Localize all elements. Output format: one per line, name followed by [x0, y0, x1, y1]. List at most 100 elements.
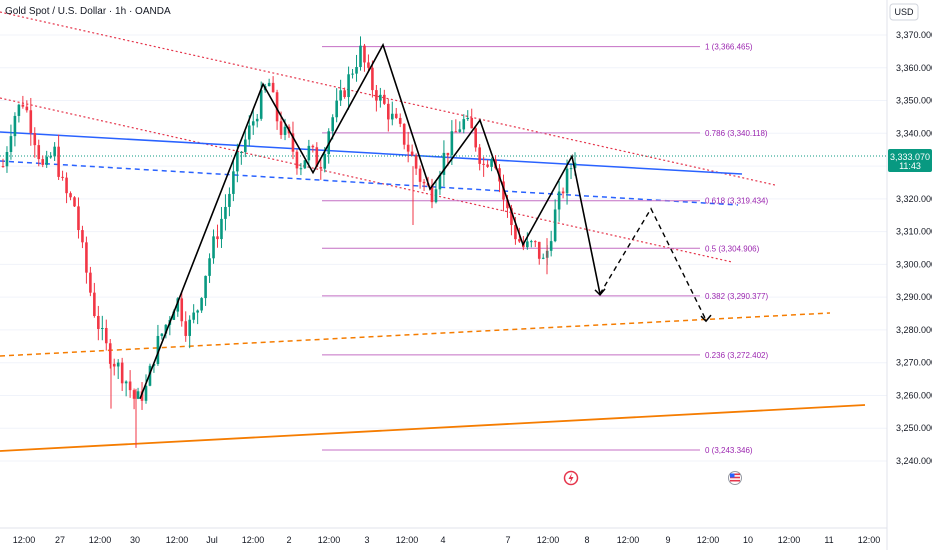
candle-body [315, 147, 319, 167]
time-tick-label: 12:00 [242, 535, 265, 545]
candle-body [299, 168, 303, 170]
candle-body [89, 272, 92, 293]
current-price-badge: 3,333.070 11:43 [888, 149, 932, 172]
candle-body [450, 131, 454, 156]
fibonacci-retracement[interactable]: 1 (3,366.465) 0.786 (3,340.118) 0.618 (3,3… [322, 43, 768, 455]
candle-body [410, 151, 414, 156]
candle-body [478, 147, 481, 164]
candle-body [526, 241, 529, 248]
fib-level-label: 0.786 (3,340.118) [705, 129, 768, 138]
candle-body [73, 197, 76, 207]
candle-body [283, 126, 287, 135]
candle-body [343, 90, 346, 98]
price-tick-label: 3,350.000 [896, 96, 932, 106]
candle-body [367, 62, 370, 68]
candle-body [454, 131, 458, 133]
currency-button-frame[interactable] [889, 3, 919, 21]
time-tick-label: 12:00 [318, 535, 341, 545]
candle-body [204, 275, 207, 299]
candle-body [85, 242, 88, 273]
candle-body [188, 319, 191, 336]
candle-body [29, 110, 33, 134]
blue-dashed-trend-line [0, 160, 739, 206]
candle-body [557, 191, 561, 210]
time-axis[interactable]: 12:00 27 12:00 30 12:00 Jul 12:00 2 12:00 3 12:00 4… [13, 535, 881, 545]
candle-body [49, 156, 52, 158]
candle-body [553, 209, 557, 242]
time-tick-label: Jul [206, 535, 218, 545]
candle-body [422, 181, 426, 184]
currency-button[interactable]: USD [889, 3, 919, 21]
candle-body [446, 152, 450, 156]
time-tick-label: 2 [286, 535, 291, 545]
candle-body [490, 159, 493, 167]
candle-body [398, 117, 402, 124]
candle-body [295, 151, 299, 169]
price-tick-label: 3,290.000 [896, 292, 932, 302]
current-price-label: 3,333.070 [890, 152, 930, 162]
candle-body [347, 74, 350, 98]
price-tick-label: 3,370.000 [896, 30, 932, 40]
candle-body [514, 225, 517, 240]
candle-body [323, 154, 327, 169]
candle-body [120, 362, 124, 384]
time-tick-label: 12:00 [13, 535, 36, 545]
candle-body [335, 100, 338, 118]
candle-body [164, 324, 168, 334]
candle-body [1, 166, 5, 168]
candle-body [414, 155, 418, 169]
candle-body [240, 151, 243, 153]
projection-dashed-path [599, 207, 707, 321]
candle-body [549, 241, 553, 251]
chart-title: Gold Spot / U.S. Dollar · 1h · OANDA [5, 6, 171, 17]
candle-body [359, 45, 362, 68]
candle-body [402, 123, 406, 145]
candle-body [438, 174, 442, 190]
trend-lines [0, 11, 887, 452]
candle-body [93, 292, 96, 316]
price-tick-label: 3,280.000 [896, 325, 932, 335]
candle-body [57, 146, 60, 177]
candle-body [61, 176, 64, 178]
candle-body [355, 67, 358, 74]
candle-body [101, 327, 104, 329]
candle-body [136, 391, 140, 399]
candle-body [390, 113, 394, 120]
candle-body [275, 92, 279, 122]
current-price-badge-bg [888, 149, 932, 172]
candle-body [41, 159, 45, 165]
candle-body [474, 128, 477, 148]
time-tick-label: 4 [440, 535, 445, 545]
candle-body [45, 156, 48, 165]
candle-body [156, 335, 160, 364]
candle-body [319, 166, 323, 169]
candle-body [569, 168, 573, 170]
candle-body [458, 129, 462, 132]
candle-body [112, 363, 116, 367]
candle-body [561, 191, 565, 194]
fib-level-label: 1 (3,366.465) [705, 43, 753, 52]
candle-body [140, 391, 144, 401]
fib-level-label: 0.236 (3,272.402) [705, 351, 768, 360]
projection-path[interactable] [139, 42, 712, 400]
candle-body [180, 298, 184, 322]
time-tick-label: 11 [824, 535, 833, 545]
candle-body [533, 241, 537, 243]
lightning-event-icon[interactable] [563, 470, 579, 486]
candle-body [466, 117, 470, 120]
arrow-head [700, 314, 712, 323]
candle-body [108, 343, 112, 364]
us-flag-event-icon[interactable] [728, 471, 742, 485]
event-icons[interactable] [563, 470, 742, 486]
candle-body [259, 90, 263, 119]
candle-body [247, 125, 251, 140]
currency-button-label[interactable]: USD [894, 7, 914, 17]
time-tick-label: 27 [55, 535, 65, 545]
candle-body [442, 152, 446, 175]
blue-trend-line [0, 131, 743, 175]
candle-body [9, 136, 13, 152]
candle-body [506, 199, 509, 209]
price-tick-label: 3,360.000 [896, 63, 932, 73]
candle-body [510, 208, 513, 226]
